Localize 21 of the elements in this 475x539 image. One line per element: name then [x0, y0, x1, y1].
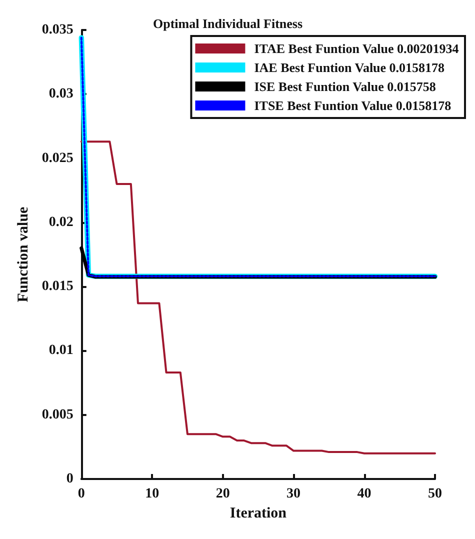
y-tick-label: 0.035	[42, 22, 74, 38]
x-tick-label: 20	[216, 486, 230, 502]
x-tick-label: 30	[286, 486, 301, 502]
x-axis-title: Iteration	[230, 505, 288, 522]
y-tick-label: 0.01	[48, 343, 74, 358]
legend-label: ITSE Best Funtion Value 0.0158178	[254, 98, 452, 113]
y-tick-label: 0.015	[42, 279, 74, 294]
x-tick-label: 10	[145, 486, 160, 502]
y-tick-label: 0.03	[48, 86, 74, 102]
chart-title: Optimal Individual Fitness	[153, 16, 303, 31]
legend-label: IAE Best Funtion Value 0.0158178	[254, 60, 446, 75]
legend-label: ITAE Best Funtion Value 0.00201934	[254, 41, 460, 56]
x-tick-label: 40	[357, 486, 372, 502]
y-tick-label: 0.005	[42, 407, 74, 422]
y-tick-label: 0.02	[48, 214, 74, 230]
y-tick-label: 0.025	[42, 150, 74, 166]
legend-label: ISE Best Funtion Value 0.015758	[254, 79, 436, 94]
x-tick-label: 0	[78, 486, 85, 502]
x-tick-label: 50	[428, 486, 442, 502]
y-axis-title: Function value	[16, 206, 32, 302]
y-tick-label: 0	[66, 472, 74, 486]
